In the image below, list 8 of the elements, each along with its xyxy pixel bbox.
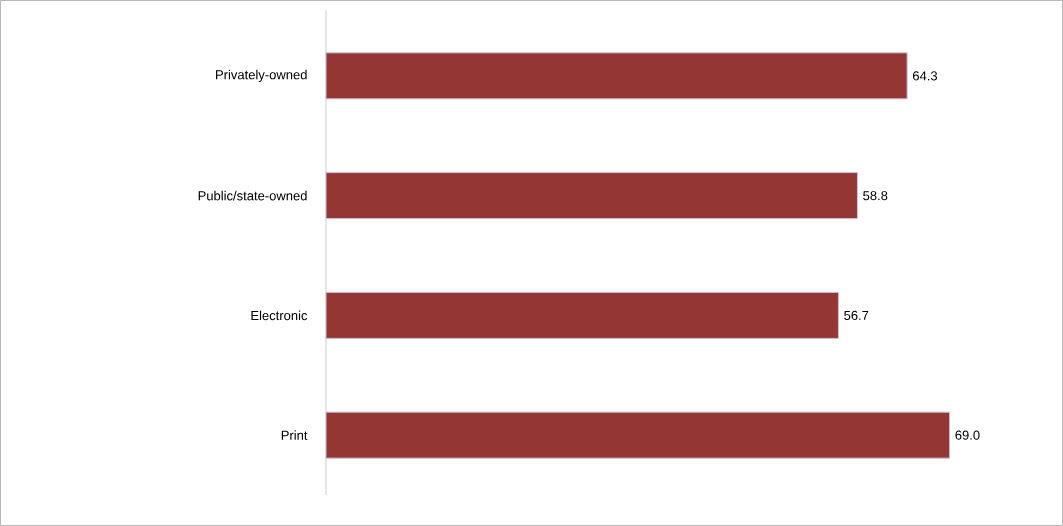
y-tick-label: Print	[281, 430, 308, 440]
data-label: 56.7	[844, 310, 869, 320]
y-tick-label: Privately-owned	[216, 69, 307, 82]
data-label: 64.3	[912, 71, 938, 81]
data-label: 69.0	[955, 430, 980, 440]
y-tick-label: Electronic	[251, 310, 308, 321]
data-label: 58.8	[863, 191, 888, 201]
y-tick-label: Public/state-owned	[198, 190, 307, 201]
